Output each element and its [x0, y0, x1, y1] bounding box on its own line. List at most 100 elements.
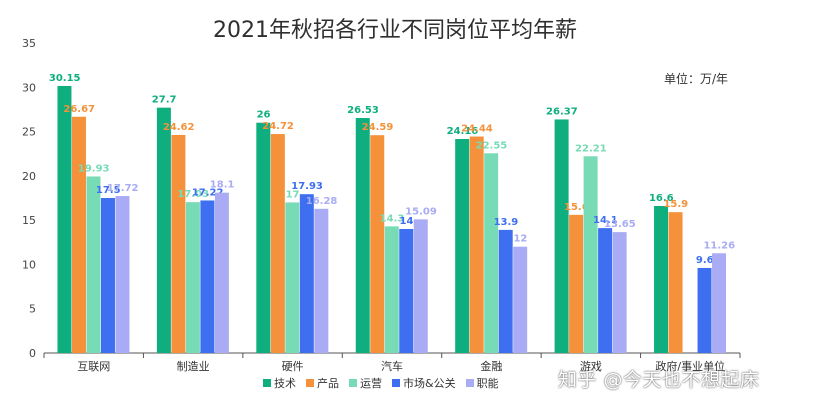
x-category-label: 制造业 — [177, 359, 210, 373]
bar — [697, 267, 712, 353]
legend-label-operations: 运营 — [360, 377, 382, 390]
bar-value-label: 26 — [257, 110, 271, 121]
bar — [583, 156, 598, 353]
legend-label-marketing: 市场&公关 — [403, 377, 456, 390]
x-category-label: 硬件 — [282, 360, 304, 373]
legend-label-tech: 技术 — [274, 377, 296, 390]
bar — [171, 134, 186, 353]
unit-label: 单位：万/年 — [664, 72, 729, 86]
legend-item-operations: 运营 — [349, 375, 382, 391]
bar — [469, 136, 484, 353]
bar — [256, 122, 271, 354]
bar-value-label: 17.03 — [177, 189, 209, 200]
bar-value-label: 9.6 — [696, 255, 714, 266]
bar-value-label: 24.62 — [163, 122, 195, 133]
bar — [384, 226, 399, 353]
x-category-label: 金融 — [480, 359, 502, 373]
bar-value-label: 12 — [513, 234, 527, 245]
bar-value-label: 13.9 — [494, 217, 519, 228]
bar-value-label: 30.15 — [49, 73, 81, 84]
x-category-label: 互联网 — [77, 360, 110, 373]
y-tick-label: 10 — [22, 258, 36, 271]
x-category-label: 汽车 — [381, 359, 403, 373]
y-tick-label: 5 — [29, 303, 36, 316]
legend-swatch-product — [306, 379, 314, 387]
bar-value-label: 24.44 — [461, 124, 493, 135]
bar-value-label: 26.67 — [63, 104, 95, 115]
bar — [200, 200, 215, 353]
bar — [314, 208, 329, 353]
bar — [185, 202, 200, 353]
legend-item-product: 产品 — [306, 375, 339, 391]
bar — [498, 229, 513, 353]
legend-swatch-marketing — [392, 379, 400, 387]
bar — [71, 116, 86, 353]
bar-value-label: 15.9 — [663, 199, 688, 210]
bar — [86, 176, 101, 353]
legend-item-tech: 技术 — [263, 375, 296, 391]
y-tick-label: 15 — [22, 214, 36, 227]
y-tick-label: 35 — [22, 37, 36, 50]
bar — [569, 214, 584, 353]
chart-title: 2021年秋招各行业不同岗位平均年薪 — [213, 18, 577, 43]
bar — [612, 232, 627, 353]
x-category-label: 游戏 — [580, 360, 602, 373]
bar-value-label: 26.53 — [347, 105, 379, 116]
bar-value-label: 22.55 — [476, 140, 508, 151]
bar — [57, 85, 72, 354]
bar-value-label: 24.59 — [362, 122, 394, 133]
legend-item-functional: 职能 — [465, 375, 499, 391]
y-tick-label: 0 — [29, 347, 36, 360]
legend-swatch-functional — [465, 379, 474, 387]
bar-value-label: 15.6 — [564, 202, 589, 213]
bar-value-label: 17 — [286, 189, 300, 200]
bar-value-label: 14 — [400, 216, 414, 227]
legend-label-product: 产品 — [317, 377, 339, 390]
bar — [654, 205, 669, 353]
legend-label-functional: 职能 — [476, 377, 499, 390]
bar-value-label: 26.37 — [546, 106, 578, 117]
bar — [115, 196, 130, 353]
watermark: 知乎 @今天也不想起床 — [558, 369, 760, 391]
bar-value-label: 17.93 — [291, 181, 323, 192]
bar-value-label: 22.21 — [575, 143, 607, 154]
bar-value-label: 13.65 — [604, 219, 636, 230]
bar-value-label: 17.22 — [192, 187, 224, 198]
legend-swatch-tech — [263, 379, 271, 387]
y-tick-label: 30 — [22, 81, 36, 94]
bar — [598, 228, 613, 353]
bar-value-label: 24.72 — [262, 121, 294, 132]
bar — [455, 139, 470, 353]
bar-value-label: 15.09 — [405, 206, 437, 217]
bar — [299, 194, 314, 353]
y-tick-label: 20 — [22, 170, 36, 183]
bar — [270, 134, 285, 353]
x-category-label: 政府/事业单位 — [655, 359, 725, 373]
bar-value-label: 19.93 — [78, 163, 110, 174]
bar — [355, 118, 370, 354]
bar-value-label: 16.6 — [649, 193, 674, 204]
bar — [285, 202, 300, 353]
bar — [513, 246, 528, 353]
legend-item-marketing: 市场&公关 — [392, 375, 456, 391]
bar-value-label: 17.5 — [96, 185, 121, 196]
bar — [712, 253, 727, 353]
bar — [668, 212, 683, 353]
bar-value-label: 16.28 — [306, 196, 338, 207]
bar — [100, 198, 115, 353]
bar — [484, 153, 499, 353]
bar-value-label: 14.3 — [380, 213, 405, 224]
bar-value-label: 11.26 — [703, 240, 735, 251]
legend-swatch-operations — [349, 379, 357, 387]
y-tick-label: 25 — [22, 126, 36, 139]
bar-value-label: 18.1 — [210, 180, 235, 191]
bar — [413, 219, 428, 353]
bar-value-label: 24.16 — [447, 126, 479, 137]
bar-value-label: 27.7 — [152, 95, 177, 106]
bar-value-label: 14.1 — [593, 215, 618, 226]
bar — [399, 229, 414, 353]
bar-value-label: 17.72 — [107, 183, 139, 194]
bar — [370, 135, 385, 353]
bar — [214, 192, 229, 353]
